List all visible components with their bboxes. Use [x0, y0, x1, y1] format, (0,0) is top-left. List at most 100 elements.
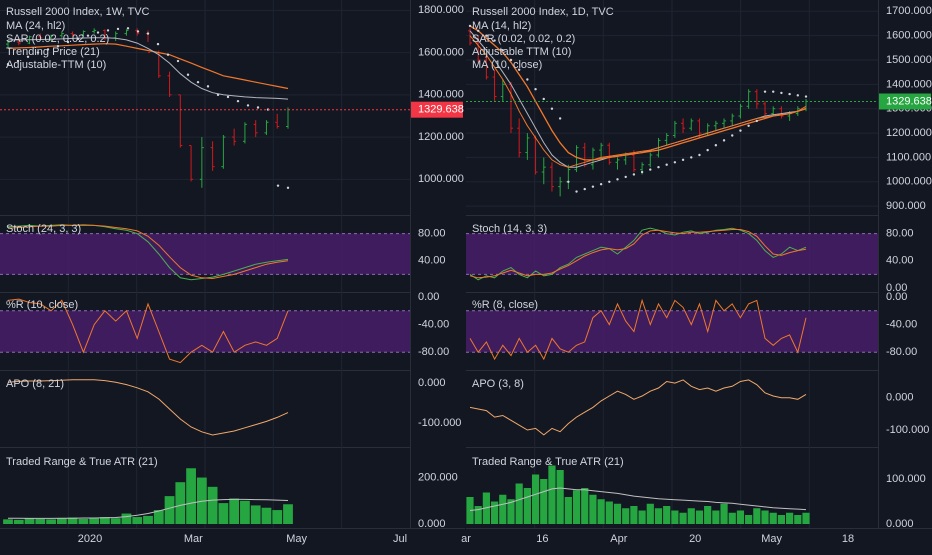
sar-dot — [196, 80, 200, 84]
sar-dot — [86, 34, 90, 37]
sar-dot — [36, 51, 40, 54]
legend-item: MA (24, hl2) — [6, 20, 65, 32]
sar-dot — [558, 117, 562, 120]
atr-bar — [646, 503, 654, 524]
atr-bar — [679, 512, 687, 524]
atr-title: Traded Range & True ATR (21) — [6, 456, 158, 468]
stoch-d-line — [469, 229, 807, 279]
legend-item: Adjustable-TTM (10) — [6, 59, 106, 71]
sar-dot — [804, 95, 808, 98]
sar-dot — [517, 68, 521, 71]
sar-dot — [640, 170, 644, 174]
sar-dot — [26, 55, 30, 59]
price-tick: 1200.000 — [418, 131, 464, 143]
chart-left-weekly: 1800.000 1600.000 1400.000 1200.000 1000.000… — [0, 0, 465, 545]
atr-bar — [175, 482, 186, 524]
ma10-line — [469, 35, 807, 168]
time-label: 18 — [842, 533, 854, 545]
sar-dot — [226, 95, 230, 99]
atr-bar — [736, 510, 745, 524]
sar-dot — [246, 104, 250, 107]
time-label: 20 — [689, 533, 701, 545]
sar-dot — [739, 129, 742, 132]
sar-dot — [542, 97, 545, 101]
sar-dot — [747, 124, 750, 127]
sar-dot — [236, 99, 240, 103]
pane-tick: -100.000 — [886, 424, 929, 436]
legend-item: SAR (0.02, 0.02, 0.2) — [6, 33, 109, 45]
sar-dot — [216, 93, 220, 97]
sar-dot — [632, 173, 636, 176]
sar-dot — [690, 156, 693, 159]
pane-tick: 40.00 — [886, 255, 914, 267]
atr-bar — [786, 512, 794, 524]
ttm-line — [8, 37, 289, 100]
stoch-k-line — [7, 224, 289, 281]
sar-dot — [591, 185, 595, 188]
time-label: May — [286, 533, 307, 545]
atr-bar — [695, 510, 704, 524]
sar-dot — [106, 29, 110, 32]
time-label: Apr — [610, 533, 627, 545]
sar-dot — [788, 92, 791, 96]
sar-dot — [796, 94, 800, 97]
last-price-label: 1329.638 — [418, 104, 464, 116]
price-tick: 1700.000 — [886, 5, 932, 17]
sar-dot — [46, 48, 50, 51]
time-label: Mar — [184, 533, 203, 545]
sar-dot — [526, 78, 529, 81]
sar-dot — [772, 90, 775, 93]
sar-dot — [550, 107, 554, 110]
sar-dot — [16, 59, 20, 63]
pane-tick: 0.00 — [418, 291, 439, 303]
pane-tick: -80.00 — [886, 346, 917, 358]
atr-bar — [13, 519, 24, 524]
atr-bar — [89, 518, 100, 524]
sar-dot — [485, 34, 488, 37]
sar-dot — [166, 53, 170, 56]
atr-bar — [474, 506, 482, 524]
price-tick: 1400.000 — [886, 78, 932, 90]
atr-bar — [24, 518, 35, 524]
price-tick: 1200.000 — [886, 127, 932, 139]
atr-bar — [531, 474, 540, 524]
atr-bar — [153, 510, 164, 524]
sar-dot — [731, 134, 734, 137]
atr-bar — [507, 499, 515, 524]
sar-dot — [780, 91, 783, 95]
atr-bar — [218, 503, 229, 524]
sar-dot — [714, 144, 718, 147]
time-label: 2020 — [78, 533, 102, 545]
atr-bar — [548, 465, 556, 524]
sar-dot — [665, 163, 668, 166]
atr-bar — [712, 510, 720, 524]
atr-bar — [3, 519, 13, 524]
sar-dot — [755, 119, 759, 123]
chart-title: Russell 2000 Index, 1W, TVC — [6, 6, 150, 18]
atr-bar — [110, 518, 121, 524]
price-tick: 1600.000 — [418, 46, 464, 58]
time-label: Jul — [393, 533, 407, 545]
legend-item: Adjustable TTM (10) — [472, 46, 571, 58]
time-label: ar — [461, 533, 471, 545]
ma-line — [7, 43, 289, 90]
sar-dot — [657, 165, 660, 169]
sar-dot — [476, 29, 480, 32]
sar-dot — [509, 58, 513, 62]
chart-right-daily: 1700.0001600.0001500.0001400.0001300.000… — [461, 0, 932, 545]
atr-bar — [564, 497, 572, 524]
oscillator-band — [466, 310, 878, 353]
atr-bar — [35, 518, 46, 524]
atr-bar — [613, 503, 622, 524]
atr-bar — [728, 512, 736, 524]
price-tick: 1000.000 — [418, 173, 464, 185]
atr-bar — [121, 513, 132, 524]
pane-tick: -100.000 — [418, 417, 461, 429]
atr-bar — [164, 496, 175, 524]
time-label: 16 — [536, 533, 548, 545]
atr-bar — [143, 515, 153, 524]
atr-bar — [186, 468, 196, 524]
